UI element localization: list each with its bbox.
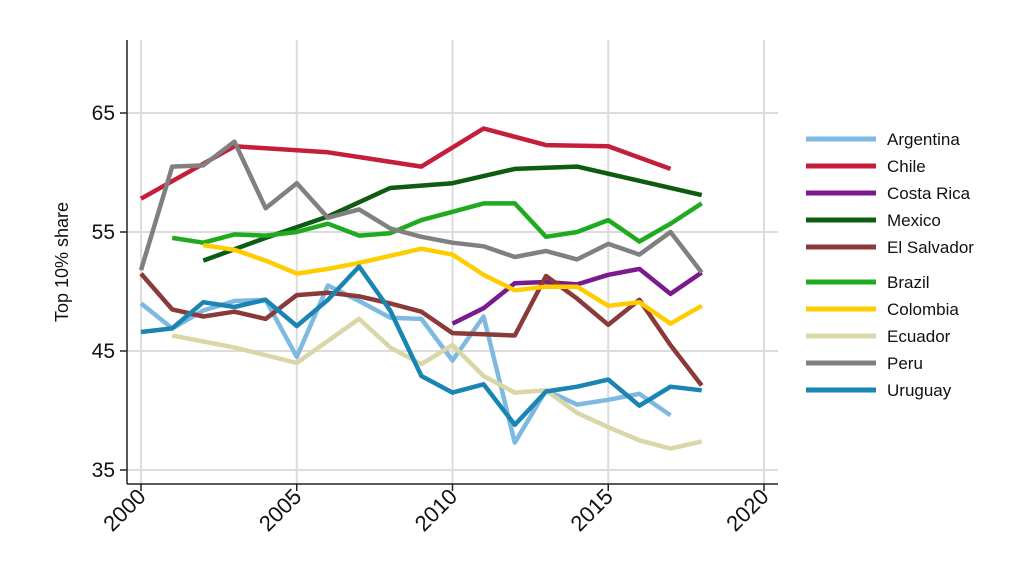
legend-label-uruguay: Uruguay: [887, 381, 952, 400]
series-line-el-salvador: [139, 272, 704, 387]
y-tick-labels: 35 45 55 65: [92, 102, 115, 482]
series-line-costa-rica: [451, 266, 703, 326]
legend-label-chile: Chile: [887, 157, 926, 176]
series-line-colombia: [202, 242, 703, 326]
series-lines: [138, 126, 704, 451]
y-tick-label-45: 45: [92, 340, 115, 363]
x-tick-label-2005: 2005: [254, 484, 306, 536]
legend-label-el-salvador: El Salvador: [887, 238, 974, 257]
series-line-ecuador: [171, 316, 703, 451]
legend-label-ecuador: Ecuador: [887, 327, 951, 346]
x-tick-labels: 2000 2005 2010 2015 2020: [98, 484, 773, 536]
legend-label-argentina: Argentina: [887, 130, 960, 149]
series-line-chile: [139, 126, 672, 201]
legend-label-brazil: Brazil: [887, 273, 930, 292]
legend-label-mexico: Mexico: [887, 211, 941, 230]
y-axis-label: Top 10% share: [52, 202, 72, 322]
x-tick-label-2020: 2020: [721, 484, 773, 536]
axes: [120, 40, 778, 491]
x-tick-label-2000: 2000: [98, 484, 150, 536]
legend-label-costa-rica: Costa Rica: [887, 184, 971, 203]
series-line-uruguay: [140, 264, 702, 428]
legend: Argentina Chile Costa Rica Mexico El Salvado…: [806, 130, 974, 400]
legend-label-peru: Peru: [887, 354, 923, 373]
y-tick-label-35: 35: [92, 459, 115, 482]
series-line-mexico: [202, 164, 703, 263]
series-line-peru: [138, 139, 704, 274]
series-line-argentina: [139, 283, 672, 445]
grid-lines: [127, 40, 778, 484]
y-tick-label-55: 55: [92, 221, 115, 244]
series-line-brazil: [171, 201, 703, 245]
y-tick-label-65: 65: [92, 102, 115, 125]
legend-label-colombia: Colombia: [887, 300, 959, 319]
x-tick-label-2010: 2010: [410, 484, 462, 536]
x-tick-label-2015: 2015: [565, 484, 617, 536]
